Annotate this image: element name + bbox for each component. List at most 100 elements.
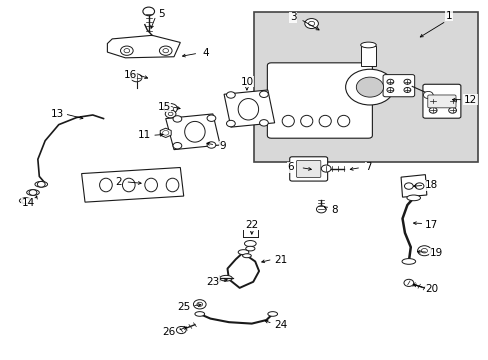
Ellipse shape <box>319 115 330 127</box>
Circle shape <box>448 108 456 113</box>
Text: 14: 14 <box>21 198 35 208</box>
Ellipse shape <box>20 198 32 203</box>
Text: 26: 26 <box>162 327 175 337</box>
Ellipse shape <box>238 249 248 255</box>
Circle shape <box>259 120 268 126</box>
Ellipse shape <box>166 178 179 192</box>
Text: 1: 1 <box>445 11 451 21</box>
FancyBboxPatch shape <box>267 63 372 138</box>
Circle shape <box>417 246 430 256</box>
Polygon shape <box>81 167 183 202</box>
Ellipse shape <box>35 181 47 187</box>
Polygon shape <box>224 90 274 127</box>
Text: 18: 18 <box>424 180 437 190</box>
Circle shape <box>162 131 168 135</box>
Ellipse shape <box>242 254 251 258</box>
Circle shape <box>414 183 423 189</box>
Text: 22: 22 <box>244 220 258 230</box>
Ellipse shape <box>195 312 204 316</box>
Circle shape <box>423 91 432 99</box>
Circle shape <box>163 49 168 53</box>
Text: 10: 10 <box>240 77 253 87</box>
Circle shape <box>226 92 235 98</box>
Circle shape <box>386 79 393 84</box>
Circle shape <box>197 302 202 306</box>
Text: 23: 23 <box>206 277 219 287</box>
Polygon shape <box>400 175 426 197</box>
Circle shape <box>321 165 330 172</box>
Text: 15: 15 <box>157 102 170 112</box>
Circle shape <box>37 181 45 187</box>
Circle shape <box>226 120 235 127</box>
Circle shape <box>428 98 436 104</box>
Text: 4: 4 <box>202 48 208 58</box>
Ellipse shape <box>219 275 232 281</box>
Polygon shape <box>160 128 171 138</box>
FancyBboxPatch shape <box>289 157 327 181</box>
Circle shape <box>448 98 456 104</box>
Circle shape <box>206 142 215 148</box>
Circle shape <box>304 18 318 28</box>
Circle shape <box>22 198 30 203</box>
Ellipse shape <box>401 258 415 264</box>
FancyBboxPatch shape <box>422 84 460 118</box>
Ellipse shape <box>300 115 312 127</box>
Circle shape <box>316 206 325 213</box>
Text: 21: 21 <box>274 255 287 265</box>
Circle shape <box>159 46 172 55</box>
Text: 16: 16 <box>123 69 137 80</box>
FancyBboxPatch shape <box>427 95 455 108</box>
FancyBboxPatch shape <box>382 75 414 97</box>
Circle shape <box>124 49 129 53</box>
Circle shape <box>308 21 314 26</box>
Text: 24: 24 <box>274 320 287 330</box>
Circle shape <box>403 79 410 84</box>
Circle shape <box>386 87 393 93</box>
Circle shape <box>120 46 133 55</box>
Text: 5: 5 <box>158 9 165 19</box>
Ellipse shape <box>337 115 349 127</box>
Circle shape <box>165 110 176 118</box>
Ellipse shape <box>122 178 135 192</box>
Ellipse shape <box>245 246 254 251</box>
Circle shape <box>176 327 186 334</box>
Ellipse shape <box>27 190 39 195</box>
Text: 2: 2 <box>115 177 121 187</box>
Circle shape <box>206 115 215 121</box>
Circle shape <box>167 106 173 111</box>
FancyBboxPatch shape <box>296 160 320 177</box>
Text: 7: 7 <box>365 162 371 172</box>
Text: 12: 12 <box>463 95 476 105</box>
Circle shape <box>403 87 410 93</box>
Bar <box>361 46 375 66</box>
Text: 13: 13 <box>51 109 64 119</box>
Ellipse shape <box>238 99 258 120</box>
Circle shape <box>173 116 182 122</box>
Polygon shape <box>107 35 180 58</box>
Circle shape <box>404 183 412 189</box>
Circle shape <box>173 143 182 149</box>
Circle shape <box>421 248 427 253</box>
Text: 9: 9 <box>219 141 225 151</box>
Ellipse shape <box>144 178 157 192</box>
Circle shape <box>29 190 37 195</box>
Circle shape <box>403 279 413 287</box>
Circle shape <box>259 91 268 98</box>
Ellipse shape <box>360 42 375 48</box>
Ellipse shape <box>267 312 277 316</box>
Ellipse shape <box>100 178 112 192</box>
Bar <box>254 12 477 162</box>
Ellipse shape <box>282 115 294 127</box>
Text: 11: 11 <box>138 130 151 140</box>
Text: 17: 17 <box>424 220 437 230</box>
Text: 3: 3 <box>289 13 296 22</box>
Ellipse shape <box>244 240 256 247</box>
Ellipse shape <box>406 195 420 201</box>
Circle shape <box>131 74 142 82</box>
Circle shape <box>142 7 154 16</box>
Circle shape <box>345 69 393 105</box>
Circle shape <box>193 300 205 309</box>
Text: 20: 20 <box>424 284 437 294</box>
Text: 25: 25 <box>177 302 190 312</box>
Circle shape <box>168 112 173 116</box>
